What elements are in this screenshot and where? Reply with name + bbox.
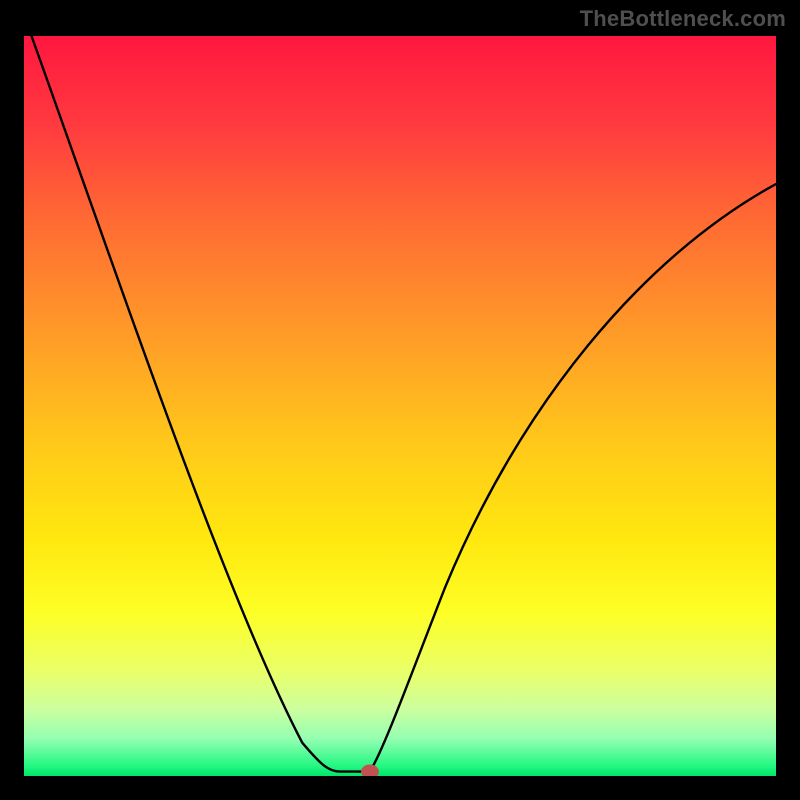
chart-frame: TheBottleneck.com: [0, 0, 800, 800]
optimal-point-marker: [361, 765, 379, 776]
bottleneck-curve: [24, 36, 776, 776]
plot-area: [24, 36, 776, 776]
watermark-text: TheBottleneck.com: [580, 6, 786, 32]
